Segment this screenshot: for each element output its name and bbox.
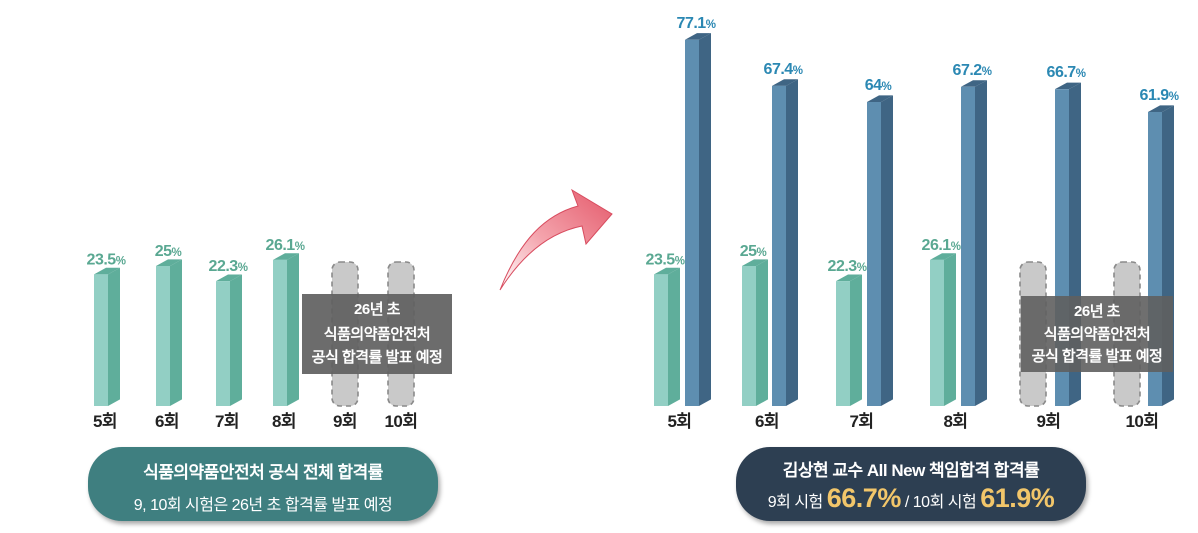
left-bar-label-5: 23.5% <box>87 251 126 268</box>
caption-exam10-label: 10회 시험 <box>912 494 977 511</box>
right-professor-label-5: 77.1% <box>677 15 716 32</box>
right-official-label-5: 23.5% <box>646 251 685 268</box>
right-notice-line2: 식품의약품안전처 <box>1044 325 1150 343</box>
left-bar-5 <box>94 267 120 406</box>
right-official-bar-8 <box>930 253 956 406</box>
right-professor-bar-6 <box>772 79 798 406</box>
caption-exam10-value: 61.9% <box>980 483 1055 513</box>
left-notice-line1: 26년 초 <box>354 301 401 318</box>
left-caption-sub: 9, 10회 시험은 26년 초 합격률 발표 예정 <box>133 497 393 514</box>
right-professor-bar-7 <box>867 95 893 407</box>
right-caption-values: 9회 시험 66.7% / 10회 시험 61.9% <box>736 483 1086 514</box>
right-category-label-9: 9회 <box>1036 412 1060 431</box>
left-bar-6 <box>156 259 182 406</box>
right-official-bar-6 <box>742 259 768 406</box>
right-professor-label-7: 64% <box>865 77 892 94</box>
right-notice-line1: 26년 초 <box>1074 303 1121 320</box>
right-caption-pill: 김상현 교수 All New 책임합격 합격률 9회 시험 66.7% / 10… <box>736 447 1086 521</box>
right-category-label-5: 5회 <box>667 412 691 431</box>
right-category-label-6: 6회 <box>755 412 779 431</box>
caption-exam9-value: 66.7% <box>826 483 902 513</box>
left-category-label-5: 5회 <box>93 412 117 431</box>
left-bar-7 <box>216 274 242 406</box>
right-official-label-6: 25% <box>740 243 767 260</box>
left-category-label-10: 10회 <box>384 412 417 431</box>
right-professor-label-6: 67.4% <box>764 61 803 78</box>
right-professor-bar-8 <box>961 80 987 407</box>
right-category-label-10: 10회 <box>1125 412 1158 431</box>
left-notice-box: 26년 초 식품의약품안전처 공식 합격률 발표 예정 <box>302 294 452 374</box>
left-bar-label-8: 26.1% <box>266 237 305 254</box>
left-notice-line2: 식품의약품안전처 <box>324 325 430 343</box>
caption-slash: / <box>904 494 909 511</box>
right-professor-label-9: 66.7% <box>1047 64 1086 81</box>
left-caption-pill: 식품의약품안전처 공식 전체 합격률 9, 10회 시험은 26년 초 합격률 … <box>88 447 438 521</box>
left-notice-line3: 공식 합격률 발표 예정 <box>312 348 443 366</box>
left-category-label-7: 7회 <box>215 412 239 431</box>
right-notice-box: 26년 초 식품의약품안전처 공식 합격률 발표 예정 <box>1021 296 1173 372</box>
left-bar-label-6: 25% <box>155 243 182 260</box>
left-category-label-6: 6회 <box>155 412 179 431</box>
right-professor-label-10: 61.9% <box>1140 87 1179 104</box>
left-category-label-9: 9회 <box>333 412 357 431</box>
left-category-label-8: 8회 <box>272 412 296 431</box>
right-chart-bars: 23.5% 77.1% 5회 25% 67.4% 6회 22.3% 64% 7회 26.1% 67.… <box>646 15 1180 431</box>
right-professor-label-8: 67.2% <box>953 62 992 79</box>
right-category-label-7: 7회 <box>849 412 873 431</box>
left-bar-label-7: 22.3% <box>209 258 248 275</box>
transition-arrow-icon <box>499 188 613 291</box>
right-professor-bar-5 <box>685 33 711 407</box>
caption-exam9-label: 9회 시험 <box>767 494 824 511</box>
right-official-label-7: 22.3% <box>828 258 867 275</box>
right-category-label-8: 8회 <box>943 412 967 431</box>
left-bar-8 <box>273 253 299 406</box>
right-caption-title: 김상현 교수 All New 책임합격 합격률 <box>782 461 1040 480</box>
right-official-label-8: 26.1% <box>922 237 961 254</box>
left-caption-title: 식품의약품안전처 공식 전체 합격률 <box>143 463 383 482</box>
right-notice-line3: 공식 합격률 발표 예정 <box>1032 347 1163 365</box>
right-official-bar-7 <box>836 274 862 406</box>
right-official-bar-5 <box>654 267 680 406</box>
